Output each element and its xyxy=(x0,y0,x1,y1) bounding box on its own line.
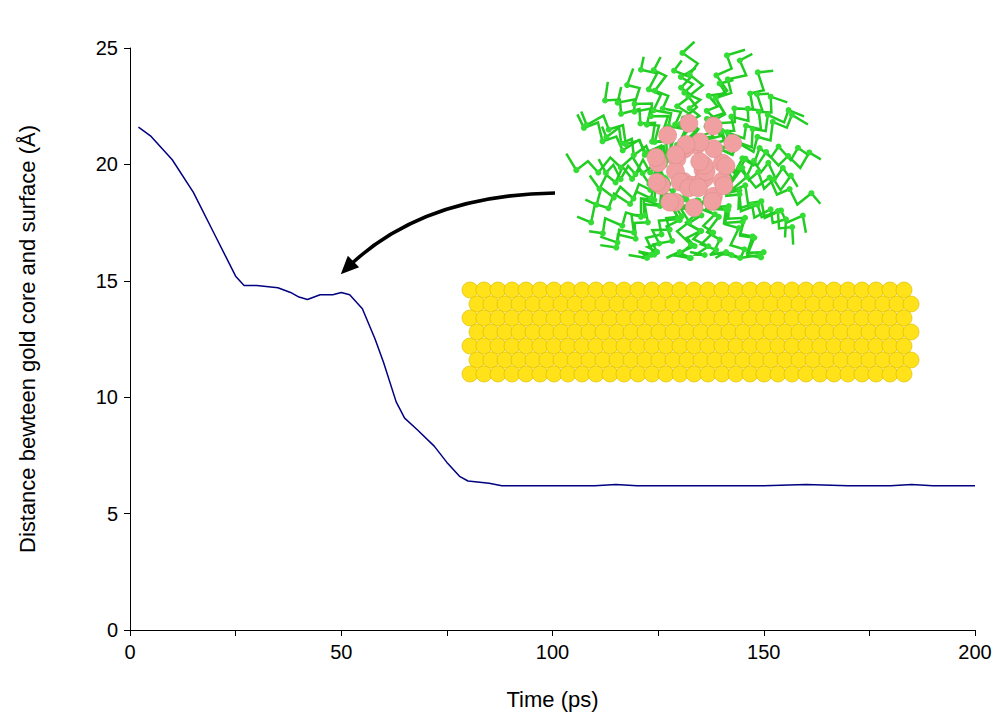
svg-text:50: 50 xyxy=(330,641,352,663)
svg-text:100: 100 xyxy=(536,641,569,663)
svg-text:0: 0 xyxy=(107,619,118,641)
svg-text:10: 10 xyxy=(96,386,118,408)
svg-text:20: 20 xyxy=(96,153,118,175)
svg-text:Distance bewteen gold core and: Distance bewteen gold core and surface (… xyxy=(15,125,40,553)
svg-text:Time (ps): Time (ps) xyxy=(506,687,598,712)
svg-text:15: 15 xyxy=(96,270,118,292)
svg-text:200: 200 xyxy=(958,641,991,663)
svg-text:0: 0 xyxy=(124,641,135,663)
svg-text:25: 25 xyxy=(96,37,118,59)
svg-text:5: 5 xyxy=(107,503,118,525)
svg-text:150: 150 xyxy=(747,641,780,663)
